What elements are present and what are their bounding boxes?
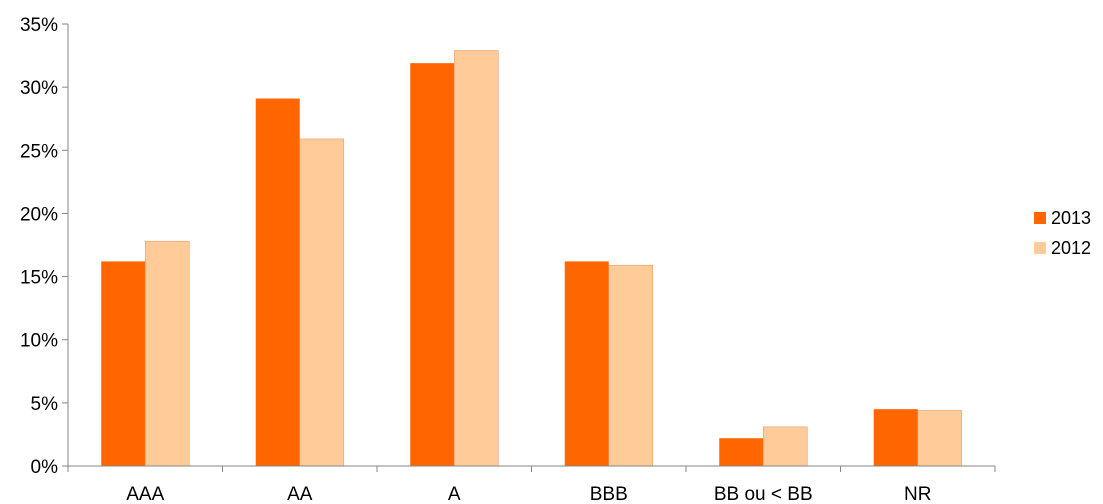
x-tick-label: BB ou < BB [714,484,813,504]
bar-2013-nr [873,409,918,466]
x-ticks: AAA AA A BBB BB ou < BB NR [67,466,996,504]
y-tick-label: 20% [20,204,58,225]
bar-2012-bbb [608,264,654,467]
y-tick-label: 15% [20,268,58,289]
y-tick-label: 10% [20,331,58,352]
legend-label: 2012 [1051,238,1091,258]
y-ticks: 0% 5% 10% 15% 20% 25% 30% 35% [20,15,68,478]
bar-2013-bb-ou-bb [719,438,764,466]
y-tick-label: 0% [31,457,59,478]
bar-2012-nr [917,410,963,467]
bar-2012-aa [299,138,345,467]
bar-2013-bbb [564,261,609,466]
bar-2012-aaa [144,240,190,467]
legend-label: 2013 [1051,208,1091,228]
x-tick-label: A [448,484,461,504]
y-tick-label: 35% [20,15,58,36]
axes-layer [67,24,995,467]
legend: 2013 2012 [1034,208,1091,258]
x-tick-label: NR [904,484,931,504]
bar-2013-a [410,63,455,467]
bar-2013-aa [255,98,300,466]
y-tick-label: 25% [20,141,58,162]
bar-2012-bb-ou-bb [762,426,808,467]
bar-2012-a [453,50,499,467]
legend-swatch [1034,212,1046,224]
bars-layer [101,50,963,467]
x-tick-label: AAA [126,484,164,504]
y-tick-label: 30% [20,78,58,99]
x-tick-label: BBB [590,484,628,504]
legend-swatch [1034,242,1046,254]
x-tick-label: AA [287,484,313,504]
y-tick-label: 5% [31,394,59,415]
bar-2013-aaa [101,261,146,466]
